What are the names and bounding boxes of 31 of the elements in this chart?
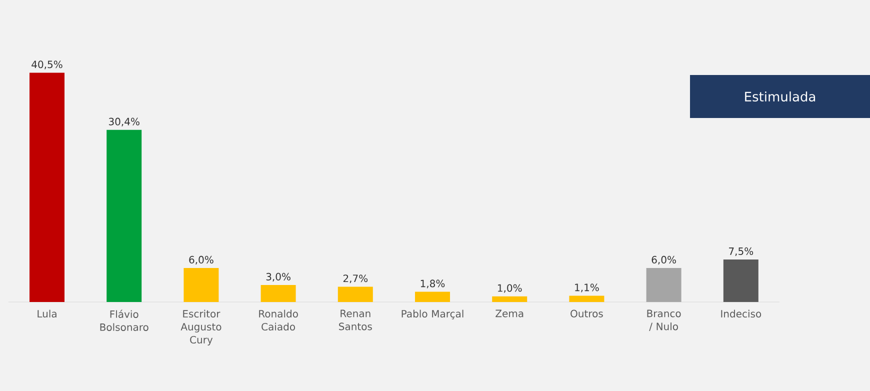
x-tick-label: Pablo Marçal [402,310,464,320]
data-label: 3,0% [266,272,290,282]
bar [338,286,373,302]
bar [260,285,296,302]
x-tick-label: Flávio Bolsonaro [100,310,148,331]
data-label: 2,7% [343,274,368,284]
bar [106,130,142,302]
x-tick-label: Indeciso [721,310,762,318]
data-label: 1,0% [498,284,522,293]
data-label: 1,8% [420,280,445,288]
annotation: Estimulada [745,91,816,102]
x-tick-label: Outros [570,310,603,318]
data-label: 40,5% [32,60,62,70]
data-label: 30,4% [108,118,140,126]
bar [646,268,682,302]
bar [492,296,528,302]
data-label: 6,0% [189,256,214,264]
bar [723,260,758,302]
x-tick-label: Lula [38,310,56,318]
x-tick-label: Renan Santos [339,310,372,330]
data-label: 1,1% [575,284,599,292]
bar [569,296,604,302]
bar [415,292,450,302]
x-tick-label: Escritor Augusto Cury [180,310,222,346]
x-tick-label: Zema [496,310,524,318]
data-label: 6,0% [652,256,676,264]
bar [30,72,64,302]
bar [184,268,219,302]
data-label: 7,5% [729,247,754,256]
x-tick-label: Ronaldo Caiado [259,310,298,331]
x-tick-label: Branco / Nulo [647,310,681,332]
